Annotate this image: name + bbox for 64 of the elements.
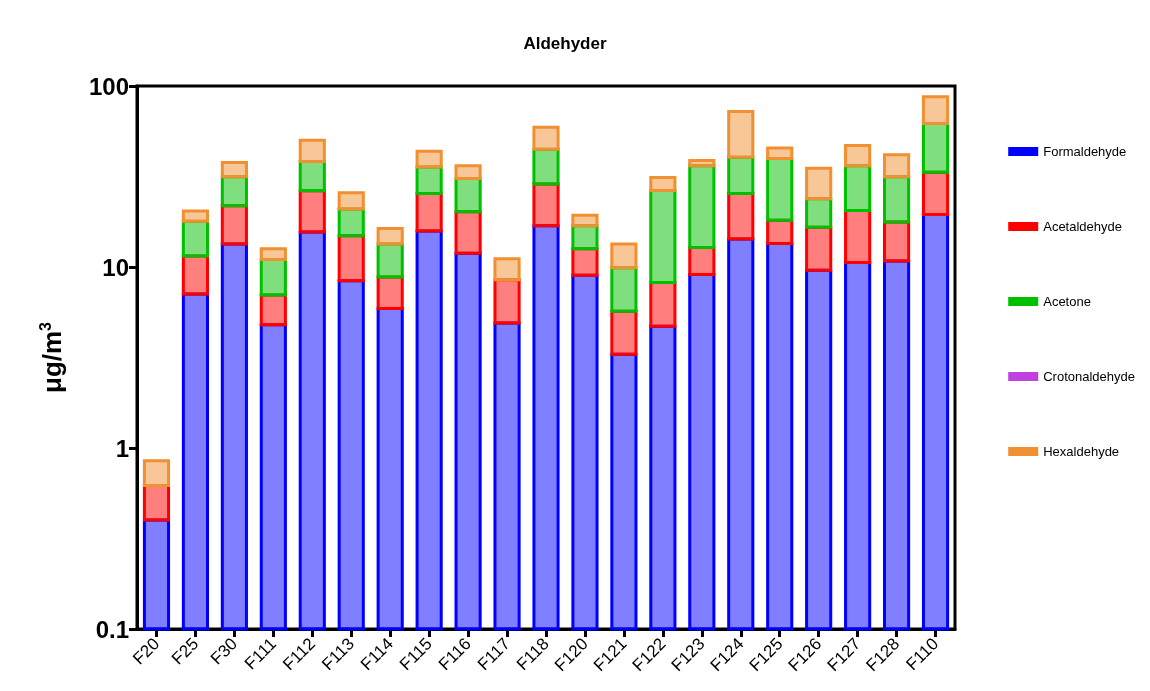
bar: [259, 258, 287, 297]
legend-label: Formaldehyde: [1043, 144, 1127, 159]
chart-title: Aldehyder: [523, 34, 607, 53]
bar: [142, 484, 171, 522]
bar: [259, 247, 287, 262]
y-tick-label: 10: [102, 253, 129, 281]
bar: [220, 160, 248, 179]
bar: [727, 109, 755, 159]
legend-label: Acetone: [1043, 294, 1091, 309]
bar: [921, 95, 950, 125]
bar: [844, 209, 872, 264]
bar: [337, 279, 365, 631]
bar: [454, 177, 482, 214]
bar: [688, 246, 716, 276]
bar: [376, 227, 404, 246]
bar: [181, 292, 209, 631]
bar: [571, 224, 599, 251]
bar: [220, 204, 248, 246]
bar: [532, 125, 560, 151]
bar: [415, 149, 443, 169]
bar: [298, 138, 326, 163]
bar: [921, 213, 950, 631]
bar: [415, 165, 443, 195]
bar: [493, 278, 521, 325]
y-tick-label: 1: [115, 434, 129, 462]
bar: [649, 176, 677, 192]
bar: [220, 242, 248, 631]
bar: [337, 234, 365, 283]
bar: [376, 242, 404, 279]
bar: [688, 158, 716, 168]
bar: [181, 209, 209, 223]
bar: [610, 266, 638, 313]
bar: [844, 144, 872, 168]
x-tick-label: F30: [206, 634, 242, 669]
bar: [337, 191, 365, 211]
bar: [220, 175, 248, 208]
bar: [844, 164, 872, 213]
bar: [883, 153, 911, 179]
bar: [454, 164, 482, 181]
y-axis-title: μg/m3: [36, 321, 67, 394]
legend-label: Acetaldehyde: [1043, 219, 1122, 234]
bar: [454, 210, 482, 255]
bar: [571, 247, 599, 277]
legend-label: Hexaldehyde: [1043, 444, 1120, 459]
bar: [805, 197, 833, 229]
bar: [688, 164, 716, 250]
legend-label: Crotonaldehyde: [1043, 369, 1136, 384]
x-tick-label: F25: [168, 634, 203, 669]
bar: [610, 242, 638, 270]
bar: [532, 224, 560, 631]
bar: [727, 237, 755, 631]
x-tick-label: F20: [129, 634, 164, 669]
bar: [649, 281, 677, 328]
bar: [571, 213, 599, 228]
bar: [883, 175, 911, 224]
bar: [493, 257, 521, 282]
bar: [766, 146, 794, 160]
bar: [298, 189, 326, 234]
bar: [883, 259, 911, 631]
bar: [259, 323, 287, 631]
y-tick-label: 100: [88, 72, 129, 100]
bar: [142, 459, 171, 488]
y-tick-label: 0.1: [95, 615, 129, 643]
bar: [805, 166, 833, 201]
